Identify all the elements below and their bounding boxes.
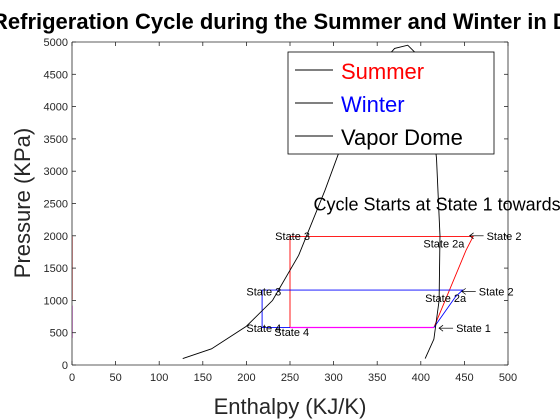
y-tick-label: 3000 <box>44 166 68 178</box>
annotation-label: State 2a <box>425 293 467 305</box>
y-tick-label: 1000 <box>44 295 68 307</box>
legend-entry: Vapor Dome <box>341 125 463 150</box>
annotation-label: State 3 <box>246 286 281 298</box>
series-line-vapor-dome <box>182 44 441 359</box>
x-tick-label: 100 <box>150 372 168 384</box>
annotation-label: State 2 <box>487 231 522 243</box>
y-tick-label: 4000 <box>44 102 68 114</box>
annotation-label: State 4 <box>246 323 281 335</box>
y-axis-title: Pressure (KPa) <box>10 128 35 278</box>
legend: Summer Winter Vapor Dome <box>287 51 495 155</box>
legend-entry: Winter <box>341 92 405 117</box>
annotation-label: State 1 <box>456 323 491 335</box>
x-tick-label: 400 <box>412 372 430 384</box>
chart-title: Refrigeration Cycle during the Summer an… <box>0 9 560 34</box>
y-tick-label: 0 <box>62 360 68 372</box>
annotation-layer: State 1 State 2 State 2a State 2 State 2a Sta… <box>246 195 560 339</box>
x-tick-label: 500 <box>499 372 517 384</box>
y-tick-label: 4500 <box>44 69 68 81</box>
y-tick-label: 5000 <box>44 37 68 49</box>
y-tick-label: 1500 <box>44 263 68 275</box>
annotation-arrowhead <box>438 324 444 332</box>
annotation-label: Cycle Starts at State 1 towards State 2 <box>314 195 560 215</box>
y-tick-label: 3500 <box>44 134 68 146</box>
annotation-label: State 2 <box>479 286 514 298</box>
x-axis-title: Enthalpy (KJ/K) <box>214 394 367 419</box>
x-tick-label: 300 <box>324 372 342 384</box>
annotation-label: State 2a <box>423 239 465 251</box>
annotation-label: State 3 <box>275 231 310 243</box>
y-tick-label: 500 <box>50 328 68 340</box>
series-layer <box>72 44 474 359</box>
x-tick-label: 450 <box>455 372 473 384</box>
annotation-arrowhead <box>469 232 474 240</box>
y-tick-label: 2500 <box>44 199 68 211</box>
y-tick-label: 2000 <box>44 231 68 243</box>
x-tick-label: 150 <box>194 372 212 384</box>
annotation-arrowhead <box>461 288 466 295</box>
x-tick-label: 350 <box>368 372 386 384</box>
x-tick-label: 250 <box>281 372 299 384</box>
x-tick-label: 0 <box>69 372 75 384</box>
axes-layer: 0 50 100 150 200 250 300 350 400 450 5000500100015… <box>44 37 518 384</box>
x-tick-label: 200 <box>237 372 255 384</box>
legend-entry: Summer <box>341 59 424 84</box>
x-tick-label: 50 <box>109 372 121 384</box>
annotation-label: State 4 <box>274 327 309 339</box>
